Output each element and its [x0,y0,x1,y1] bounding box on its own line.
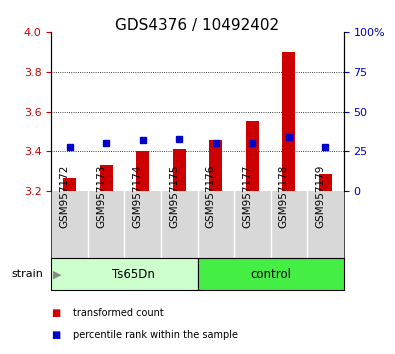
Bar [319,174,332,191]
Bar [100,165,113,191]
Text: ▶: ▶ [53,269,62,279]
Bar [198,258,344,290]
Text: GSM957173: GSM957173 [96,165,106,228]
Text: control: control [250,268,291,281]
Text: GSM957176: GSM957176 [206,165,216,228]
Bar [246,121,259,191]
Bar [63,178,76,191]
Text: Ts65Dn: Ts65Dn [112,268,155,281]
Text: GSM957179: GSM957179 [315,165,325,228]
Text: ■: ■ [51,308,60,318]
Text: percentile rank within the sample: percentile rank within the sample [73,330,238,339]
Text: GSM957172: GSM957172 [60,165,70,228]
Text: strain: strain [11,269,43,279]
Bar [282,52,295,191]
Text: GSM957178: GSM957178 [279,165,289,228]
Bar [173,149,186,191]
Text: GSM957174: GSM957174 [133,165,143,228]
Bar [136,152,149,191]
Bar [209,141,222,191]
Bar [51,258,198,290]
Text: GSM957177: GSM957177 [242,165,252,228]
Text: ■: ■ [51,330,60,339]
Text: GDS4376 / 10492402: GDS4376 / 10492402 [115,18,280,33]
Text: transformed count: transformed count [73,308,164,318]
Text: GSM957175: GSM957175 [169,165,179,228]
